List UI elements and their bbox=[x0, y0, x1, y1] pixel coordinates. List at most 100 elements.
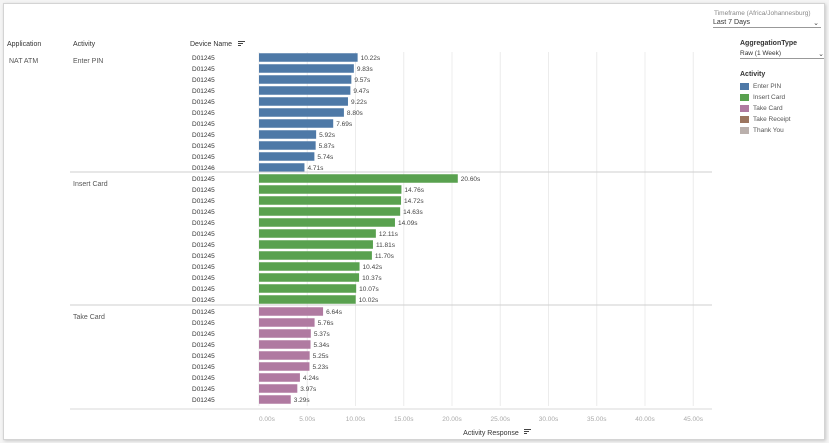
bar-value-label: 5.92s bbox=[319, 132, 336, 139]
bar-value-label: 5.34s bbox=[314, 342, 331, 349]
bar-value-label: 4.24s bbox=[303, 375, 320, 382]
bar-chart: NAT ATM Enter PIN D01245 10.22s D01245 9.83s D… bbox=[9, 52, 712, 437]
device-label: D01245 bbox=[192, 342, 215, 349]
dashboard-frame: Application Activity Device Name Timefra… bbox=[3, 3, 825, 440]
bar bbox=[259, 273, 360, 282]
header-activity: Activity bbox=[73, 41, 95, 48]
bar bbox=[259, 384, 298, 393]
bar bbox=[259, 119, 334, 128]
x-tick-label: 20.00s bbox=[442, 416, 462, 423]
bar bbox=[259, 395, 291, 404]
x-axis-title: Activity Response bbox=[463, 430, 519, 437]
bar bbox=[259, 251, 372, 260]
bar-value-label: 14.63s bbox=[403, 209, 423, 216]
device-label: D01245 bbox=[192, 375, 215, 382]
x-tick-label: 30.00s bbox=[539, 416, 559, 423]
timeframe-title: Timeframe (Africa/Johannesburg) bbox=[714, 10, 811, 17]
x-tick-label: 10.00s bbox=[346, 416, 366, 423]
bar-value-label: 3.29s bbox=[294, 397, 311, 404]
x-tick-label: 0.00s bbox=[259, 416, 276, 423]
legend-item[interactable]: Enter PIN bbox=[740, 82, 791, 93]
bar-value-label: 14.72s bbox=[404, 198, 424, 205]
device-label: D01245 bbox=[192, 320, 215, 327]
legend-swatch bbox=[740, 115, 749, 123]
sort-icon bbox=[524, 429, 531, 430]
legend-label: Take Receipt bbox=[753, 116, 791, 123]
device-label: D01245 bbox=[192, 55, 215, 62]
aggregation-dropdown[interactable]: Raw (1 Week) ⌄ bbox=[740, 50, 824, 59]
device-label: D01245 bbox=[192, 220, 215, 227]
legend-item[interactable]: Take Card bbox=[740, 104, 791, 115]
device-label: D01245 bbox=[192, 77, 215, 84]
bar bbox=[259, 75, 352, 84]
legend-label: Enter PIN bbox=[753, 83, 782, 90]
device-label: D01245 bbox=[192, 275, 215, 282]
device-label: D01245 bbox=[192, 242, 215, 249]
bar-value-label: 9.83s bbox=[357, 66, 374, 73]
bar bbox=[259, 329, 311, 338]
x-tick-label: 40.00s bbox=[635, 416, 655, 423]
bar-value-label: 7.69s bbox=[336, 121, 353, 128]
bar-value-label: 10.37s bbox=[362, 275, 382, 282]
bar-value-label: 5.23s bbox=[312, 364, 329, 371]
bar-value-label: 11.81s bbox=[376, 242, 396, 249]
bar bbox=[259, 174, 458, 183]
sort-icon[interactable] bbox=[237, 41, 245, 47]
chevron-down-icon[interactable]: ⌄ bbox=[818, 51, 824, 58]
activity-label: Insert Card bbox=[73, 181, 108, 188]
legend: Enter PIN Insert Card Take Card Take Receip… bbox=[740, 82, 791, 137]
device-label: D01245 bbox=[192, 66, 215, 73]
device-label: D01245 bbox=[192, 397, 215, 404]
device-label: D01246 bbox=[192, 165, 215, 172]
bar bbox=[259, 53, 358, 62]
bar bbox=[259, 318, 315, 327]
device-label: D01245 bbox=[192, 309, 215, 316]
device-label: D01245 bbox=[192, 88, 215, 95]
device-label: D01245 bbox=[192, 331, 215, 338]
bar-value-label: 10.42s bbox=[363, 264, 383, 271]
legend-label: Thank You bbox=[753, 127, 784, 134]
legend-item[interactable]: Take Receipt bbox=[740, 115, 791, 126]
bar bbox=[259, 196, 402, 205]
device-label: D01245 bbox=[192, 386, 215, 393]
bar bbox=[259, 240, 373, 249]
device-label: D01245 bbox=[192, 209, 215, 216]
bar-value-label: 14.76s bbox=[404, 187, 424, 194]
activity-label: Take Card bbox=[73, 314, 105, 321]
application-label: NAT ATM bbox=[9, 58, 38, 65]
bar-value-label: 9.22s bbox=[351, 99, 368, 106]
legend-label: Insert Card bbox=[753, 94, 786, 101]
timeframe-dropdown[interactable]: Last 7 Days ⌄ bbox=[713, 19, 821, 28]
header-device-name: Device Name bbox=[190, 41, 245, 48]
bar-value-label: 14.09s bbox=[398, 220, 418, 227]
legend-item[interactable]: Insert Card bbox=[740, 93, 791, 104]
activity-label: Enter PIN bbox=[73, 58, 103, 65]
bar-value-label: 11.70s bbox=[375, 253, 395, 260]
header-device-name-label: Device Name bbox=[190, 41, 233, 48]
bar bbox=[259, 108, 344, 117]
bar bbox=[259, 130, 317, 139]
header-application: Application bbox=[7, 41, 41, 48]
bar bbox=[259, 185, 402, 194]
legend-swatch bbox=[740, 126, 749, 134]
sort-icon bbox=[524, 433, 527, 434]
device-label: D01245 bbox=[192, 132, 215, 139]
bar bbox=[259, 97, 348, 106]
aggregation-title: AggregationType bbox=[740, 40, 798, 47]
bar-value-label: 6.64s bbox=[326, 309, 343, 316]
bar-value-label: 12.11s bbox=[379, 231, 399, 238]
device-label: D01245 bbox=[192, 110, 215, 117]
bar bbox=[259, 207, 401, 216]
bar-value-label: 9.57s bbox=[354, 77, 371, 84]
bar bbox=[259, 351, 310, 360]
bar-value-label: 20.60s bbox=[461, 176, 481, 183]
chevron-down-icon[interactable]: ⌄ bbox=[813, 20, 819, 27]
bar-value-label: 8.80s bbox=[347, 110, 364, 117]
timeframe-value: Last 7 Days bbox=[713, 19, 750, 26]
bar-value-label: 5.87s bbox=[319, 143, 336, 150]
device-label: D01245 bbox=[192, 154, 215, 161]
legend-item[interactable]: Thank You bbox=[740, 126, 791, 137]
legend-title: Activity bbox=[740, 71, 766, 78]
bar bbox=[259, 362, 310, 371]
aggregation-value: Raw (1 Week) bbox=[740, 50, 782, 57]
